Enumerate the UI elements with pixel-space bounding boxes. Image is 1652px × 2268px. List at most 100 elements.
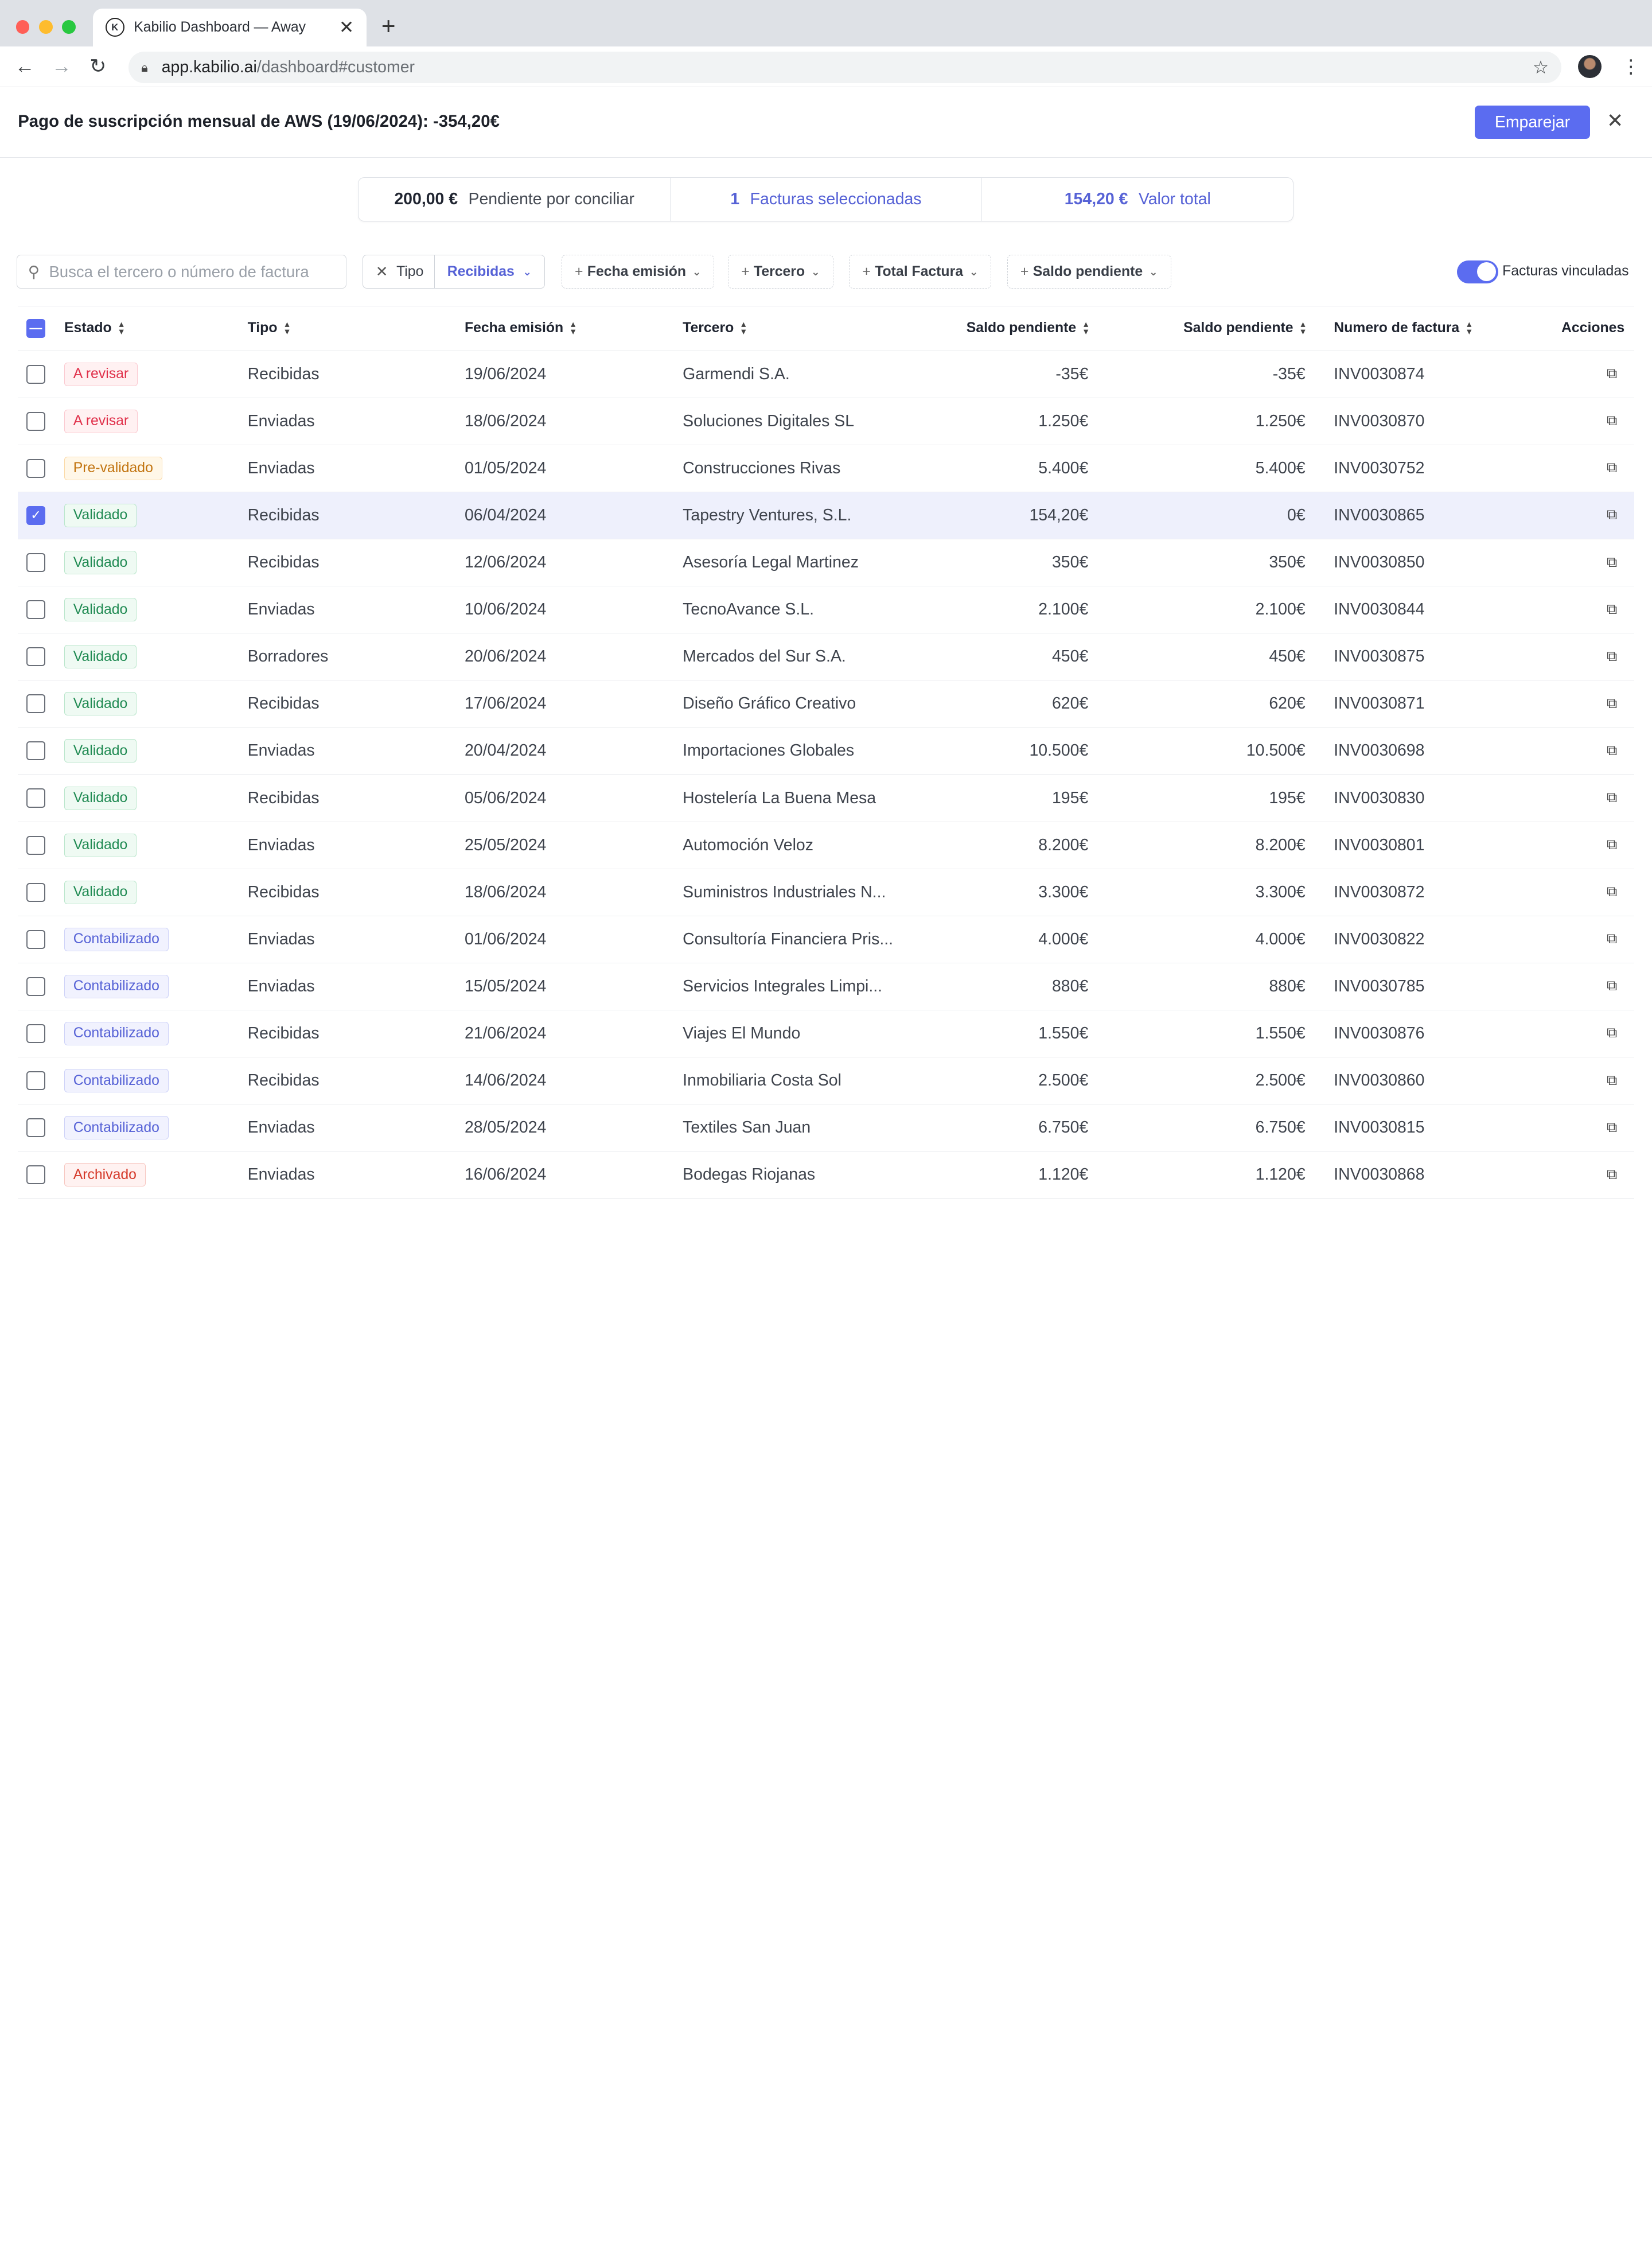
- filter-chip-total-factura[interactable]: + Total Factura ⌄: [849, 255, 992, 289]
- browser-tab[interactable]: K Kabilio Dashboard — Away ✕: [92, 8, 367, 46]
- open-external-icon[interactable]: ⧉: [1606, 742, 1618, 758]
- checkbox-box[interactable]: [26, 1165, 45, 1185]
- table-row[interactable]: Validado Recibidas 05/06/2024 Hostelería La…: [18, 775, 1634, 822]
- table-row[interactable]: Contabilizado Enviadas 01/06/2024 Consultor…: [18, 916, 1634, 963]
- table-row[interactable]: Contabilizado Recibidas 21/06/2024 Viajes E…: [18, 1010, 1634, 1058]
- open-external-icon[interactable]: ⧉: [1606, 1025, 1618, 1041]
- close-icon[interactable]: ✕: [1606, 110, 1624, 132]
- table-row[interactable]: Validado Borradores 20/06/2024 Mercados del…: [18, 633, 1634, 681]
- row-checkbox[interactable]: [26, 1057, 45, 1104]
- search-input[interactable]: ⚲ Busca el tercero o número de factura: [17, 255, 347, 289]
- column-fecha-emision[interactable]: Fecha emisión ▴ ▾: [465, 306, 575, 351]
- open-external-icon[interactable]: ⧉: [1606, 931, 1618, 947]
- select-all-checkbox[interactable]: —: [26, 306, 45, 351]
- checkbox-box[interactable]: [26, 741, 45, 761]
- row-checkbox[interactable]: [26, 1104, 45, 1151]
- open-external-icon[interactable]: ⧉: [1606, 978, 1618, 994]
- select-all-box[interactable]: —: [26, 318, 45, 338]
- match-button[interactable]: Emparejar: [1475, 105, 1590, 139]
- row-checkbox[interactable]: [26, 445, 45, 492]
- open-external-icon[interactable]: ⧉: [1606, 837, 1618, 853]
- close-window-button[interactable]: [15, 20, 30, 34]
- open-external-icon[interactable]: ⧉: [1606, 1072, 1618, 1088]
- tipo-filter-value[interactable]: Recibidas ⌄: [435, 264, 544, 280]
- open-external-icon[interactable]: ⧉: [1606, 365, 1618, 382]
- open-external-icon[interactable]: ⧉: [1606, 789, 1618, 806]
- sort-icon[interactable]: ▴ ▾: [1467, 318, 1472, 337]
- row-checkbox[interactable]: ✓: [26, 492, 45, 539]
- table-row[interactable]: A revisar Recibidas 19/06/2024 Garmendi S.A…: [18, 351, 1634, 398]
- row-checkbox[interactable]: [26, 916, 45, 963]
- table-row[interactable]: Pre-validado Enviadas 01/05/2024 Construcci…: [18, 445, 1634, 492]
- checkbox-box[interactable]: [26, 929, 45, 949]
- table-row[interactable]: Contabilizado Enviadas 28/05/2024 Textiles …: [18, 1104, 1634, 1152]
- table-row[interactable]: Contabilizado Recibidas 14/06/2024 Inmobili…: [18, 1057, 1634, 1105]
- table-row[interactable]: ✓ Validado Recibidas 06/04/2024 Tapestry Ven…: [18, 492, 1634, 539]
- column-tercero[interactable]: Tercero ▴ ▾: [683, 306, 746, 351]
- column-estado[interactable]: Estado ▴ ▾: [64, 306, 124, 351]
- table-row[interactable]: Validado Enviadas 10/06/2024 TecnoAvance S.…: [18, 586, 1634, 634]
- column-numero-factura[interactable]: Numero de factura ▴ ▾: [1334, 306, 1471, 351]
- bookmark-star-icon[interactable]: ☆: [1532, 57, 1549, 77]
- row-checkbox[interactable]: [26, 728, 45, 774]
- column-saldo-pendiente-2[interactable]: Saldo pendiente ▴ ▾: [1099, 306, 1306, 351]
- open-external-icon[interactable]: ⧉: [1606, 695, 1618, 711]
- tipo-filter[interactable]: ✕ Tipo Recibidas ⌄: [362, 255, 545, 289]
- table-row[interactable]: Validado Enviadas 25/05/2024 Automoción Vel…: [18, 822, 1634, 869]
- table-row[interactable]: A revisar Enviadas 18/06/2024 Soluciones Di…: [18, 398, 1634, 445]
- row-checkbox[interactable]: [26, 869, 45, 916]
- close-tab-icon[interactable]: ✕: [338, 17, 354, 37]
- open-external-icon[interactable]: ⧉: [1606, 413, 1618, 429]
- checkbox-box[interactable]: [26, 647, 45, 667]
- open-external-icon[interactable]: ⧉: [1606, 507, 1618, 523]
- address-bar[interactable]: 🔒︎ app.kabilio.ai/dashboard#customer ☆: [128, 51, 1561, 84]
- tipo-filter-remove[interactable]: ✕ Tipo: [363, 255, 435, 289]
- column-tipo[interactable]: Tipo ▴ ▾: [248, 306, 290, 351]
- open-external-icon[interactable]: ⧉: [1606, 884, 1618, 900]
- checkbox-box[interactable]: ✓: [26, 505, 45, 525]
- checkbox-box[interactable]: [26, 553, 45, 573]
- open-external-icon[interactable]: ⧉: [1606, 1119, 1618, 1135]
- browser-menu-icon[interactable]: ⋮: [1621, 56, 1641, 77]
- row-checkbox[interactable]: [26, 539, 45, 586]
- row-checkbox[interactable]: [26, 1010, 45, 1057]
- checkbox-box[interactable]: [26, 411, 45, 431]
- checkbox-box[interactable]: [26, 1071, 45, 1091]
- row-checkbox[interactable]: [26, 351, 45, 398]
- table-row[interactable]: Archivado Enviadas 16/06/2024 Bodegas Rioja…: [18, 1151, 1634, 1199]
- minimize-window-button[interactable]: [38, 20, 53, 34]
- open-external-icon[interactable]: ⧉: [1606, 648, 1618, 664]
- row-checkbox[interactable]: [26, 680, 45, 727]
- filter-chip-saldo-pendiente[interactable]: + Saldo pendiente ⌄: [1007, 255, 1171, 289]
- row-checkbox[interactable]: [26, 963, 45, 1010]
- checkbox-box[interactable]: [26, 694, 45, 714]
- remove-filter-icon[interactable]: ✕: [375, 263, 388, 280]
- filter-chip-fecha-emision[interactable]: + Fecha emisión ⌄: [561, 255, 715, 289]
- checkbox-box[interactable]: [26, 977, 45, 996]
- column-saldo-pendiente-1[interactable]: Saldo pendiente ▴ ▾: [882, 306, 1089, 351]
- back-arrow-icon[interactable]: ←: [14, 55, 35, 77]
- row-checkbox[interactable]: [26, 822, 45, 869]
- row-checkbox[interactable]: [26, 586, 45, 633]
- reload-icon[interactable]: ↻: [89, 55, 107, 77]
- row-checkbox[interactable]: [26, 1151, 45, 1198]
- checkbox-box[interactable]: [26, 882, 45, 902]
- sort-icon[interactable]: ▴ ▾: [570, 318, 576, 337]
- sort-icon[interactable]: ▴ ▾: [741, 318, 746, 337]
- table-row[interactable]: Validado Recibidas 12/06/2024 Asesoría Lega…: [18, 539, 1634, 587]
- new-tab-icon[interactable]: +: [381, 13, 396, 40]
- checkbox-box[interactable]: [26, 1118, 45, 1138]
- row-checkbox[interactable]: [26, 775, 45, 821]
- linked-invoices-toggle[interactable]: [1457, 260, 1498, 284]
- open-external-icon[interactable]: ⧉: [1606, 601, 1618, 617]
- open-external-icon[interactable]: ⧉: [1606, 554, 1618, 570]
- row-checkbox[interactable]: [26, 633, 45, 680]
- sort-icon[interactable]: ▴ ▾: [285, 318, 290, 337]
- table-row[interactable]: Contabilizado Enviadas 15/05/2024 Servicios…: [18, 963, 1634, 1010]
- sort-icon[interactable]: ▴ ▾: [1084, 318, 1089, 337]
- row-checkbox[interactable]: [26, 398, 45, 445]
- open-external-icon[interactable]: ⧉: [1606, 460, 1618, 476]
- checkbox-box[interactable]: [26, 835, 45, 855]
- checkbox-box[interactable]: [26, 600, 45, 620]
- filter-chip-tercero[interactable]: + Tercero ⌄: [728, 255, 833, 289]
